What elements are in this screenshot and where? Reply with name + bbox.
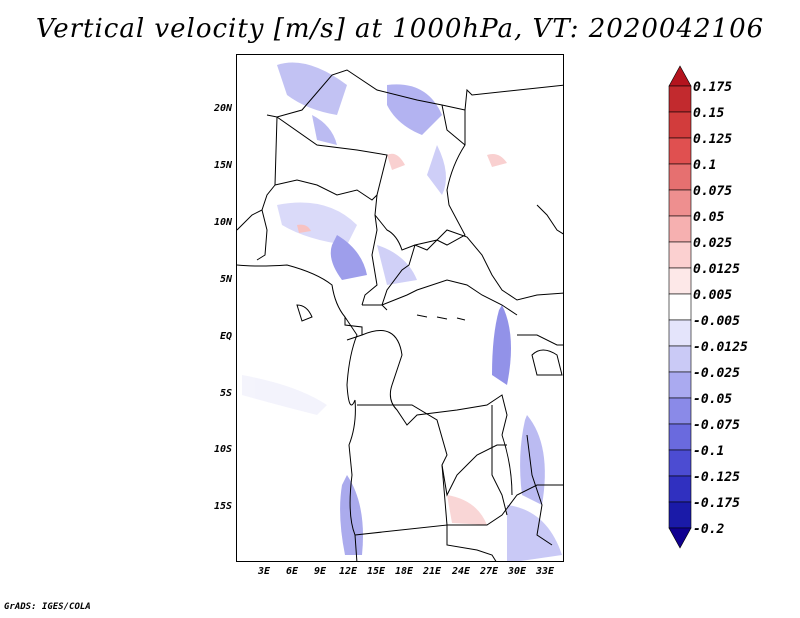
- colorbar-segment-8: [668, 267, 692, 295]
- colorbar-label-14: -0.1: [693, 444, 725, 459]
- colorbar-label-12: -0.05: [693, 392, 733, 407]
- colorbar-label-17: -0.2: [693, 522, 725, 537]
- colorbar-segment-1: [668, 85, 692, 113]
- y-label-10s: 10S: [213, 444, 232, 455]
- colorbar-segment-6: [668, 215, 692, 243]
- plot-title: Vertical velocity [m/s] at 1000hPa, VT: …: [35, 14, 765, 44]
- colorbar-segment-16: [668, 475, 692, 503]
- colorbar-label-2: 0.125: [693, 132, 733, 147]
- x-label-33e: 33E: [535, 566, 555, 577]
- x-label-18e: 18E: [394, 566, 414, 577]
- colorbar-label-1: 0.15: [693, 106, 725, 121]
- map-canvas: [237, 62, 563, 561]
- velocity-shading: [242, 62, 562, 561]
- colorbar-segment-10: [668, 319, 692, 347]
- country-borders: [237, 69, 563, 561]
- colorbar-segment-18: [668, 527, 692, 549]
- colorbar-segment-0: [668, 65, 692, 87]
- grads-credit: GrADS: IGES/COLA: [4, 602, 91, 612]
- colorbar-label-15: -0.125: [693, 470, 740, 485]
- y-label-15s: 15S: [213, 501, 232, 512]
- colorbar-segment-4: [668, 163, 692, 191]
- colorbar-label-11: -0.025: [693, 366, 740, 381]
- colorbar-segment-3: [668, 137, 692, 165]
- colorbar: [668, 65, 692, 549]
- map-panel: [236, 54, 564, 562]
- colorbar-segment-2: [668, 111, 692, 139]
- colorbar-segment-7: [668, 241, 692, 269]
- colorbar-label-0: 0.175: [693, 80, 733, 95]
- y-label-eq: EQ: [219, 331, 232, 342]
- colorbar-label-3: 0.1: [693, 158, 717, 173]
- colorbar-segment-13: [668, 397, 692, 425]
- y-label-15n: 15N: [213, 160, 232, 171]
- colorbar-label-8: 0.005: [693, 288, 733, 303]
- x-label-12e: 12E: [338, 566, 358, 577]
- colorbar-label-13: -0.075: [693, 418, 740, 433]
- y-label-5n: 5N: [219, 274, 232, 285]
- colorbar-segment-11: [668, 345, 692, 373]
- colorbar-label-16: -0.175: [693, 496, 740, 511]
- x-label-6e: 6E: [285, 566, 299, 577]
- colorbar-label-4: 0.075: [693, 184, 733, 199]
- colorbar-segment-15: [668, 449, 692, 477]
- x-label-15e: 15E: [366, 566, 386, 577]
- x-label-27e: 27E: [479, 566, 499, 577]
- colorbar-segment-12: [668, 371, 692, 399]
- colorbar-label-9: -0.005: [693, 314, 740, 329]
- x-label-30e: 30E: [507, 566, 527, 577]
- y-label-5s: 5S: [219, 388, 232, 399]
- colorbar-label-5: 0.05: [693, 210, 725, 225]
- y-label-10n: 10N: [213, 217, 232, 228]
- x-label-24e: 24E: [451, 566, 471, 577]
- colorbar-segment-17: [668, 501, 692, 529]
- y-label-20n: 20N: [213, 103, 232, 114]
- colorbar-label-6: 0.025: [693, 236, 733, 251]
- colorbar-segment-14: [668, 423, 692, 451]
- colorbar-label-7: 0.0125: [693, 262, 740, 277]
- colorbar-segment-5: [668, 189, 692, 217]
- x-label-9e: 9E: [313, 566, 327, 577]
- colorbar-segment-9: [668, 293, 692, 321]
- colorbar-label-10: -0.0125: [693, 340, 748, 355]
- x-label-3e: 3E: [257, 566, 271, 577]
- x-label-21e: 21E: [422, 566, 442, 577]
